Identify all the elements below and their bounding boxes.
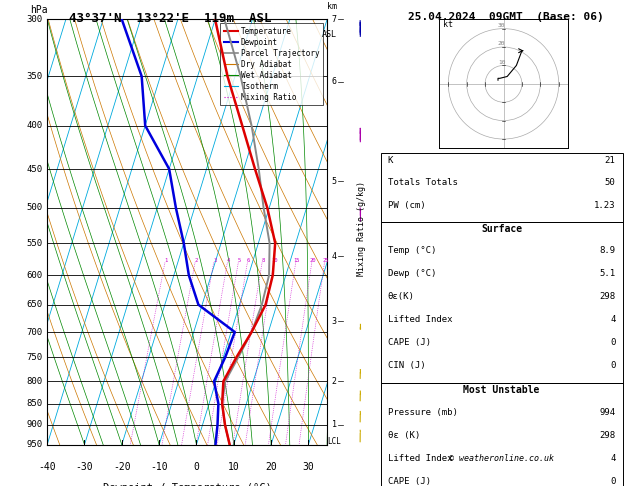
Text: 298: 298 [599,292,615,301]
Text: 6: 6 [331,77,337,86]
Text: -30: -30 [75,462,93,472]
Text: 15: 15 [294,258,300,262]
Bar [381,383,623,486]
Text: 30: 30 [303,462,314,472]
Text: 0: 0 [610,338,615,347]
Text: 550: 550 [27,239,43,247]
Text: -40: -40 [38,462,56,472]
Text: PW (cm): PW (cm) [388,201,425,210]
Text: 1: 1 [331,420,337,429]
Text: 0: 0 [610,361,615,370]
Text: CAPE (J): CAPE (J) [388,477,431,486]
Text: 10: 10 [272,258,278,262]
Text: 2: 2 [331,377,337,386]
Text: 2: 2 [194,258,198,262]
Text: 21: 21 [604,156,615,165]
Text: 3: 3 [213,258,216,262]
Text: 750: 750 [27,353,43,362]
Text: 450: 450 [27,165,43,174]
Text: 5: 5 [238,258,241,262]
Text: 43°37'N  13°22'E  119m  ASL: 43°37'N 13°22'E 119m ASL [69,12,271,25]
Text: ASL: ASL [321,30,337,39]
Text: 0: 0 [194,462,199,472]
Text: Dewpoint / Temperature (°C): Dewpoint / Temperature (°C) [103,483,272,486]
Text: 500: 500 [27,204,43,212]
Text: CAPE (J): CAPE (J) [388,338,431,347]
Text: 650: 650 [27,300,43,309]
Text: 8.9: 8.9 [599,246,615,255]
Text: 800: 800 [27,377,43,386]
Text: 30: 30 [498,23,506,28]
Text: 10: 10 [498,59,506,65]
Text: 6: 6 [247,258,250,262]
Text: 20: 20 [309,258,316,262]
Text: 350: 350 [27,72,43,81]
Text: 950: 950 [27,440,43,449]
Text: 4: 4 [227,258,230,262]
Text: Most Unstable: Most Unstable [464,385,540,396]
Bar [381,222,623,383]
Text: kt: kt [443,20,453,29]
Text: 600: 600 [27,271,43,279]
Text: 25.04.2024  09GMT  (Base: 06): 25.04.2024 09GMT (Base: 06) [408,12,604,22]
Text: θε (K): θε (K) [388,431,420,440]
Text: Temp (°C): Temp (°C) [388,246,436,255]
Text: 700: 700 [27,328,43,336]
Text: 400: 400 [27,121,43,130]
Text: LCL: LCL [328,437,342,446]
Text: θε(K): θε(K) [388,292,415,301]
Text: 20: 20 [265,462,277,472]
Text: 10: 10 [228,462,240,472]
Text: 4: 4 [610,315,615,324]
Text: 4: 4 [610,454,615,463]
Text: 50: 50 [604,178,615,188]
Legend: Temperature, Dewpoint, Parcel Trajectory, Dry Adiabat, Wet Adiabat, Isotherm, Mi: Temperature, Dewpoint, Parcel Trajectory… [220,23,323,105]
Text: Pressure (mb): Pressure (mb) [388,408,458,417]
Text: Surface: Surface [481,224,522,234]
Text: Dewp (°C): Dewp (°C) [388,269,436,278]
Text: Lifted Index: Lifted Index [388,315,452,324]
Text: 0: 0 [610,477,615,486]
Text: -10: -10 [150,462,168,472]
Text: Lifted Index: Lifted Index [388,454,452,463]
Text: 1.23: 1.23 [594,201,615,210]
Text: Mixing Ratio (g/kg): Mixing Ratio (g/kg) [357,181,366,276]
Text: K: K [388,156,393,165]
Text: 7: 7 [331,15,337,24]
Text: © weatheronline.co.uk: © weatheronline.co.uk [449,454,554,464]
Text: Totals Totals: Totals Totals [388,178,458,188]
Text: km: km [326,2,337,11]
Text: 25: 25 [323,258,329,262]
Text: -20: -20 [113,462,131,472]
Text: CIN (J): CIN (J) [388,361,425,370]
Text: 4: 4 [331,252,337,260]
Text: 5: 5 [331,176,337,186]
Text: 994: 994 [599,408,615,417]
Text: 3: 3 [331,317,337,326]
Bar [381,153,623,222]
Text: hPa: hPa [30,5,48,15]
Text: 8: 8 [262,258,265,262]
Text: 298: 298 [599,431,615,440]
Text: 900: 900 [27,420,43,429]
Text: 20: 20 [498,41,506,46]
Text: 5.1: 5.1 [599,269,615,278]
Text: 850: 850 [27,399,43,408]
Text: 1: 1 [164,258,168,262]
Text: 300: 300 [27,15,43,24]
